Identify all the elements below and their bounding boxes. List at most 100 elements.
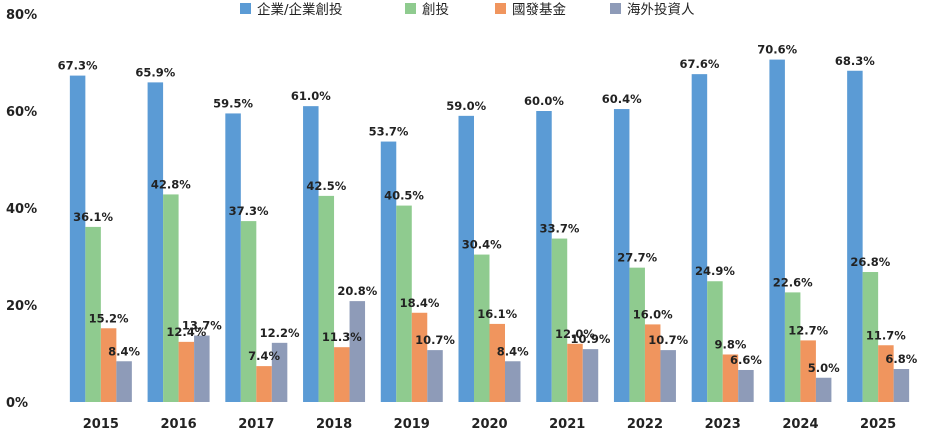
data-label: 7.4%	[248, 349, 280, 363]
y-tick-label: 60%	[6, 105, 37, 120]
x-tick-label: 2018	[316, 417, 352, 432]
data-label: 15.2%	[89, 311, 129, 325]
y-tick-label: 40%	[6, 202, 37, 217]
x-tick-label: 2021	[549, 417, 585, 432]
bar-企業/企業創投-2023	[691, 74, 708, 402]
bar-創投-2015	[85, 226, 101, 402]
data-label: 5.0%	[808, 361, 840, 375]
bar-國發基金-2016	[178, 341, 195, 402]
y-axis: 0% 20% 40% 60% 80%	[6, 8, 37, 411]
bar-國發基金-2024	[800, 340, 816, 402]
bar-企業/企業創投-2022	[613, 109, 630, 402]
bar-國發基金-2025	[878, 345, 894, 402]
bars	[69, 59, 910, 403]
bar-企業/企業創投-2017	[225, 113, 241, 403]
bar-海外投資人-2020	[505, 361, 521, 402]
data-label: 16.0%	[633, 307, 673, 321]
legend-swatch	[240, 3, 251, 14]
data-label: 18.4%	[400, 296, 440, 310]
x-tick-label: 2015	[83, 417, 119, 432]
data-label: 42.5%	[306, 179, 346, 193]
y-tick-label: 20%	[6, 299, 37, 314]
bar-國發基金-2015	[100, 328, 117, 402]
bar-創投-2024	[784, 292, 801, 402]
data-label: 26.8%	[850, 255, 890, 269]
data-label: 9.8%	[714, 337, 746, 351]
data-label: 65.9%	[135, 65, 175, 79]
data-label: 12.7%	[788, 323, 828, 337]
data-label: 6.6%	[730, 353, 762, 367]
bar-國發基金-2020	[489, 323, 505, 402]
legend: 企業/企業創投 創投 國發基金 海外投資人	[240, 1, 695, 18]
data-label: 6.8%	[885, 352, 917, 366]
bar-國發基金-2023	[722, 354, 739, 402]
bar-海外投資人-2025	[893, 369, 910, 402]
y-tick-label: 0%	[6, 396, 28, 411]
data-label: 67.3%	[58, 59, 98, 73]
bar-企業/企業創投-2016	[147, 82, 164, 402]
bar-海外投資人-2024	[815, 377, 832, 402]
data-label: 53.7%	[369, 125, 409, 139]
legend-label: 海外投資人	[627, 2, 695, 18]
y-tick-label: 80%	[6, 8, 37, 23]
data-label: 61.0%	[291, 89, 331, 103]
x-tick-label: 2020	[471, 417, 507, 432]
data-label: 13.7%	[182, 319, 222, 333]
bar-創投-2022	[629, 267, 645, 402]
bar-國發基金-2018	[334, 347, 350, 402]
x-tick-label: 2019	[394, 417, 430, 432]
data-label: 36.1%	[73, 210, 113, 224]
bar-企業/企業創投-2018	[303, 106, 319, 403]
data-label: 10.7%	[415, 333, 455, 347]
bar-創投-2021	[551, 238, 568, 402]
legend-label: 企業/企業創投	[257, 1, 343, 18]
bar-海外投資人-2017	[271, 342, 288, 402]
data-label: 33.7%	[540, 222, 580, 236]
bar-企業/企業創投-2015	[69, 75, 86, 402]
bar-海外投資人-2016	[194, 335, 210, 402]
data-label: 68.3%	[835, 54, 875, 68]
x-tick-label: 2022	[627, 417, 663, 432]
x-tick-label: 2023	[705, 417, 741, 432]
data-label: 11.7%	[866, 328, 906, 342]
bar-國發基金-2017	[256, 366, 272, 402]
bar-企業/企業創投-2025	[847, 70, 863, 402]
bar-創投-2016	[163, 194, 179, 402]
bar-海外投資人-2022	[660, 350, 676, 402]
data-label: 67.6%	[679, 57, 719, 71]
bar-創投-2019	[396, 205, 412, 402]
bar-企業/企業創投-2019	[380, 141, 397, 402]
data-label: 30.4%	[462, 238, 502, 252]
legend-label: 國發基金	[512, 1, 566, 18]
bar-國發基金-2019	[411, 312, 428, 402]
data-label: 59.5%	[213, 96, 253, 110]
data-label: 37.3%	[229, 204, 269, 218]
bar-企業/企業創投-2024	[769, 59, 785, 403]
bar-創投-2018	[318, 195, 335, 403]
legend-swatch	[495, 3, 506, 14]
x-tick-label: 2025	[860, 417, 896, 432]
bar-海外投資人-2019	[427, 350, 443, 402]
data-label: 60.4%	[602, 92, 642, 106]
x-tick-label: 2016	[160, 417, 196, 432]
data-label: 8.4%	[497, 344, 529, 358]
data-label: 12.4%	[166, 325, 206, 339]
data-label: 59.0%	[446, 99, 486, 113]
x-tick-label: 2017	[238, 417, 274, 432]
bar-海外投資人-2023	[738, 369, 754, 402]
data-label: 42.8%	[151, 177, 191, 191]
legend-swatch	[610, 3, 621, 14]
data-label: 20.8%	[337, 284, 377, 298]
data-labels: 67.3% 36.1% 15.2% 8.4% 65.9% 42.8% 12.4%13.7% 5…	[58, 43, 918, 375]
data-label: 10.7%	[648, 333, 688, 347]
data-label: 11.3%	[322, 330, 362, 344]
data-label: 10.9%	[571, 332, 611, 346]
bar-創投-2020	[474, 254, 490, 402]
bar-創投-2023	[707, 281, 723, 402]
bar-企業/企業創投-2020	[458, 115, 474, 402]
bar-海外投資人-2021	[582, 349, 599, 402]
x-tick-label: 2024	[782, 417, 818, 432]
data-label: 12.0%	[555, 327, 595, 341]
bar-企業/企業創投-2021	[536, 111, 552, 402]
data-label: 22.6%	[773, 275, 813, 289]
